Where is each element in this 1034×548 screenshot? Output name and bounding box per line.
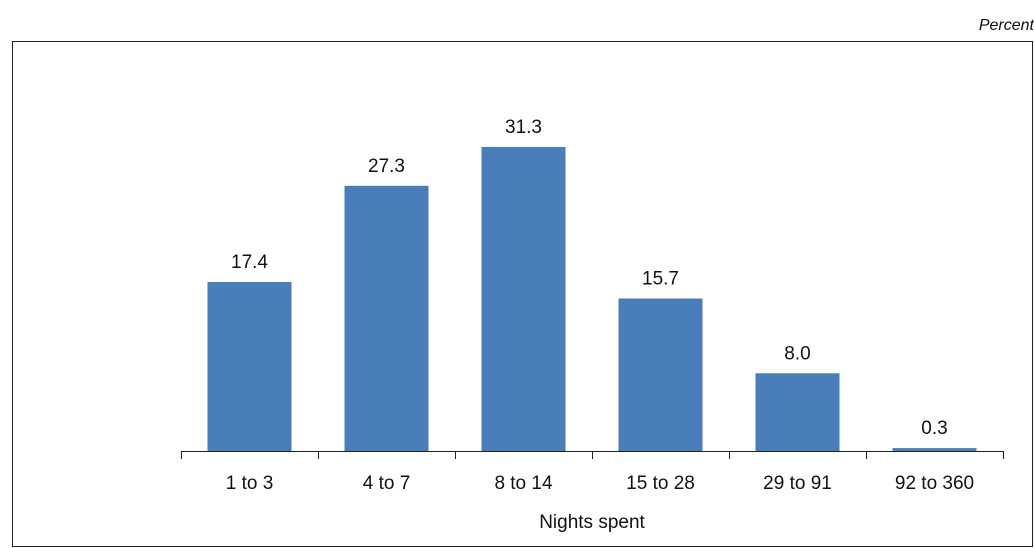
x-axis-title: Nights spent bbox=[539, 512, 645, 533]
bar bbox=[344, 185, 429, 452]
value-labels-group: 17.4 27.3 31.3 15.7 8.0 0.3 bbox=[231, 117, 948, 439]
x-tick-label: 4 to 7 bbox=[363, 473, 411, 494]
unit-label: Percent bbox=[978, 17, 1034, 34]
bar-value-label: 27.3 bbox=[368, 156, 405, 177]
x-tick-label: 15 to 28 bbox=[626, 473, 695, 494]
bar bbox=[207, 281, 292, 451]
x-tick-label: 92 to 360 bbox=[895, 473, 974, 494]
chart-frame bbox=[12, 41, 1033, 547]
bar bbox=[892, 448, 977, 451]
x-tick-label: 1 to 3 bbox=[226, 473, 274, 494]
bar-value-label: 17.4 bbox=[231, 252, 268, 273]
bar-value-label: 8.0 bbox=[784, 343, 810, 364]
bar bbox=[618, 298, 703, 451]
bar bbox=[481, 146, 566, 451]
x-tick-label: 29 to 91 bbox=[763, 473, 832, 494]
bars-group bbox=[207, 146, 977, 452]
bar-value-label: 0.3 bbox=[921, 418, 947, 439]
x-axis-ticks bbox=[181, 451, 1004, 459]
bar-value-label: 31.3 bbox=[505, 117, 542, 138]
x-tick-label: 8 to 14 bbox=[494, 473, 553, 494]
bar bbox=[755, 373, 840, 451]
category-labels-group: 1 to 3 4 to 7 8 to 14 15 to 28 29 to 91 92 to… bbox=[226, 473, 974, 494]
bar-value-label: 15.7 bbox=[642, 268, 679, 289]
